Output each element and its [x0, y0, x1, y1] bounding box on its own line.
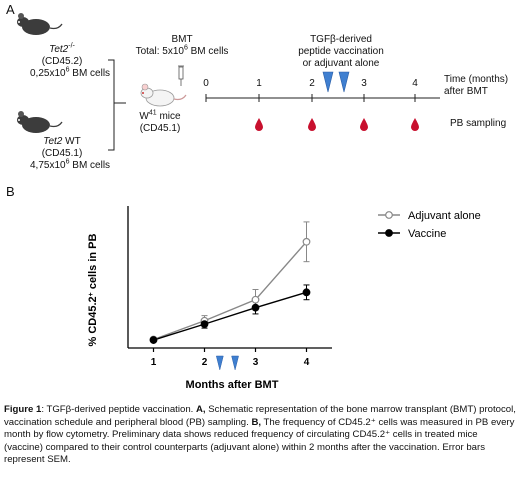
vaccination-marker-icon	[215, 355, 224, 371]
panel-b-letter: B	[6, 184, 15, 199]
caption-a-text: Schematic representation of the bone mar…	[4, 404, 516, 428]
legend-marker	[385, 229, 393, 237]
timeline-tick-label: 2	[309, 78, 315, 89]
series-line	[153, 291, 307, 341]
data-point	[149, 336, 158, 344]
time-axis-label: Time (months) after BMT	[444, 74, 509, 97]
data-point	[302, 288, 311, 297]
donor-wt-mouse-icon	[17, 111, 63, 133]
caption-a-label: A,	[195, 404, 206, 415]
bmt-label: BMT Total: 5x106 BM cells	[135, 34, 229, 57]
blood-drop-icon	[360, 118, 368, 131]
recipient-mouse-icon	[140, 83, 187, 107]
legend-label: Adjuvant alone	[408, 210, 481, 222]
figure-caption: Figure 1: TGFβ-derived peptide vaccinati…	[4, 404, 518, 467]
x-tick-label: 4	[304, 357, 310, 368]
timeline-tick-label: 4	[412, 78, 418, 89]
blood-drop-icon	[411, 118, 419, 131]
syringe-icon	[178, 65, 184, 86]
legend-label: Vaccine	[408, 228, 446, 240]
data-point	[251, 303, 260, 312]
series-line	[153, 241, 308, 341]
vaccination-marker-icon	[338, 71, 350, 93]
legend-marker	[385, 211, 393, 219]
timeline-tick-label: 3	[361, 78, 367, 89]
pb-sampling-label: PB sampling	[450, 118, 507, 129]
data-point	[302, 237, 311, 246]
donor-bracket	[108, 59, 126, 151]
panel-a-schematic	[17, 13, 440, 151]
x-axis-label: Months after BMT	[186, 379, 279, 391]
caption-title: : TGFβ-derived peptide vaccination.	[41, 404, 196, 415]
timeline-tick-label: 1	[256, 78, 262, 89]
data-point	[251, 295, 260, 304]
x-tick-label: 3	[253, 357, 259, 368]
figure-number: Figure 1	[4, 404, 42, 415]
blood-drop-icons	[255, 118, 419, 131]
caption-b-label: B,	[251, 416, 262, 428]
recipient-label: W41 mice (CD45.1)	[139, 109, 181, 134]
timeline-tick-label: 0	[203, 78, 209, 89]
blood-drop-icon	[255, 118, 263, 131]
donor-ko-mouse-icon	[17, 13, 63, 35]
caption-b-text: The frequency of CD45.2⁺ cells was measu…	[4, 416, 515, 466]
vaccination-marker-icon	[231, 355, 239, 371]
data-point	[200, 320, 209, 329]
donor-ko-label: Tet2-/- (CD45.2) 0,25x106 BM cells	[30, 42, 111, 79]
panel-a-letter: A	[6, 2, 15, 17]
donor-wt-label: Tet2 WT (CD45.1) 4,75x106 BM cells	[30, 136, 111, 171]
vaccination-marker-icon	[322, 71, 334, 93]
y-axis-label: % CD45.2+ cells in PB	[87, 233, 99, 346]
vaccination-label: TGFβ-derived peptide vaccination or adju…	[298, 34, 384, 69]
x-tick-label: 1	[151, 357, 157, 368]
blood-drop-icon	[308, 118, 316, 131]
line-chart: % CD45.2+ cells in PB Months after BMT 1…	[87, 206, 481, 391]
x-tick-label: 2	[202, 357, 208, 368]
